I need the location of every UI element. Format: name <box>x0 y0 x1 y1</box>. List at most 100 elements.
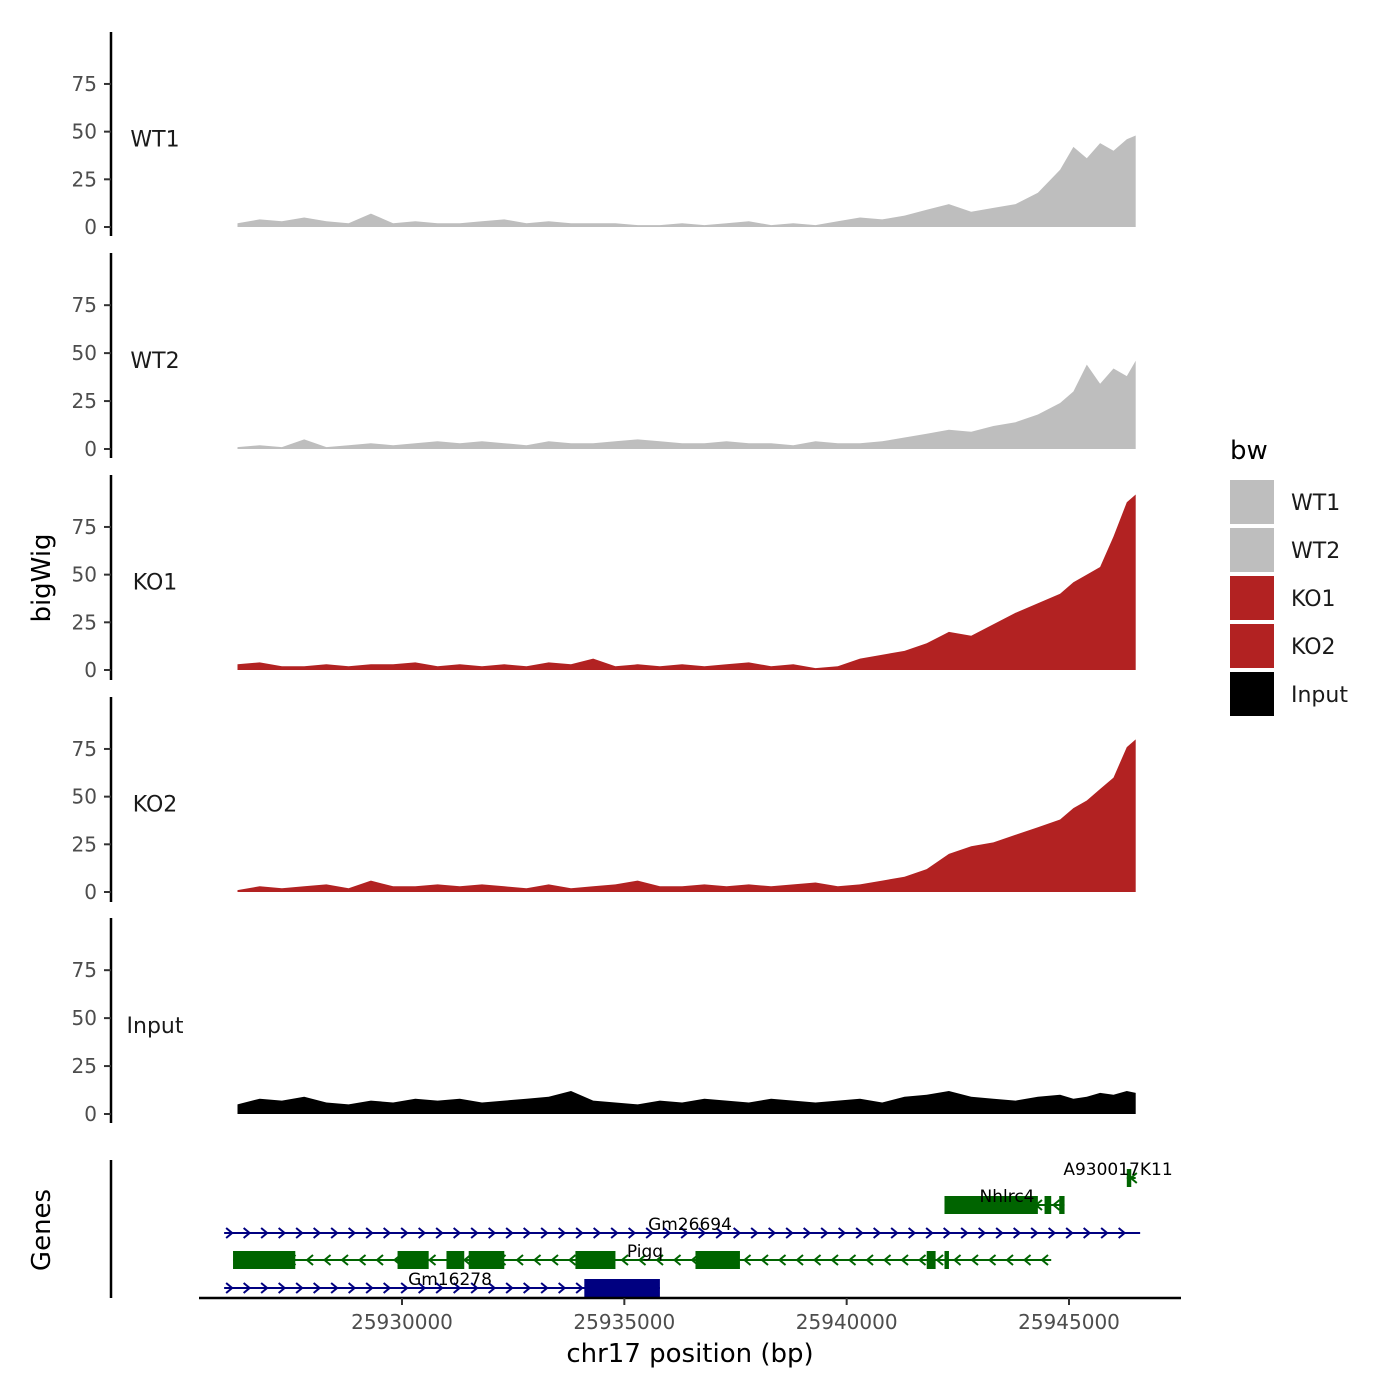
track-panel-input: 0 25 50 75 Input <box>72 918 1136 1126</box>
strand-chevron <box>785 1227 794 1239</box>
strand-chevron <box>225 1282 234 1294</box>
y-tick-label: 50 <box>72 563 97 587</box>
strand-chevron <box>505 1227 514 1239</box>
strand-chevron <box>1082 1227 1092 1239</box>
strand-chevron <box>820 1227 829 1239</box>
track-label: KO2 <box>133 793 178 818</box>
strand-chevron <box>1012 1227 1022 1239</box>
strand-chevron <box>865 1254 874 1266</box>
strand-chevron <box>575 1282 584 1294</box>
gene-nhlrc4: Nhlrc4 <box>944 1187 1065 1214</box>
strand-chevron <box>575 1227 584 1239</box>
strand-chevron <box>522 1282 532 1294</box>
track-label: WT1 <box>130 128 179 153</box>
strand-chevron <box>1005 1254 1014 1266</box>
strand-chevron <box>987 1254 997 1266</box>
strand-chevron <box>645 1227 654 1239</box>
strand-chevron <box>260 1282 269 1294</box>
strand-chevron <box>522 1227 532 1239</box>
strand-chevron <box>1100 1227 1109 1239</box>
strand-chevron <box>592 1227 602 1239</box>
strand-chevron <box>427 1254 437 1266</box>
strand-chevron <box>330 1227 339 1239</box>
strand-chevron <box>382 1282 392 1294</box>
strand-chevron <box>312 1282 322 1294</box>
gene-exon <box>695 1251 740 1269</box>
gene-exon <box>926 1251 936 1269</box>
strand-chevron <box>375 1254 384 1266</box>
strand-chevron <box>1117 1227 1127 1239</box>
y-axis-title: bigWig <box>27 533 57 622</box>
strand-chevron <box>697 1227 707 1239</box>
strand-chevron <box>295 1227 304 1239</box>
strand-chevron <box>777 1254 787 1266</box>
gene-label: Gm16278 <box>408 1270 492 1290</box>
strand-chevron <box>347 1227 357 1239</box>
series-area-ko2 <box>237 739 1136 892</box>
gene-gm16278: Gm16278 <box>224 1270 660 1297</box>
track-panel-wt1: 0 25 50 75 WT1 <box>72 32 1136 239</box>
strand-chevron <box>620 1254 629 1266</box>
legend-label-wt1: WT1 <box>1291 491 1340 516</box>
track-label: KO1 <box>133 571 178 596</box>
y-tick-label: 25 <box>72 832 97 856</box>
strand-chevron <box>925 1227 934 1239</box>
strand-chevron <box>890 1227 899 1239</box>
tracks-group: 0 25 50 75 WT1 0 25 50 75 WT2 0 25 50 75 KO1 0 25 50 75 KO2… <box>72 32 1136 1126</box>
strand-chevron <box>812 1254 822 1266</box>
strand-chevron <box>515 1254 524 1266</box>
strand-chevron <box>365 1282 374 1294</box>
strand-chevron <box>830 1254 839 1266</box>
strand-chevron <box>417 1227 427 1239</box>
y-tick-label: 50 <box>72 1006 97 1030</box>
gene-exon <box>584 1279 660 1297</box>
strand-chevron <box>487 1282 497 1294</box>
gene-exon <box>1044 1196 1052 1214</box>
strand-chevron <box>977 1227 987 1239</box>
legend-swatch-wt1 <box>1230 480 1274 524</box>
gene-exon <box>1059 1196 1065 1214</box>
gene-exon <box>944 1251 949 1269</box>
strand-chevron <box>557 1282 567 1294</box>
y-tick-label: 25 <box>72 167 97 191</box>
strand-chevron <box>400 1227 409 1239</box>
strand-chevron <box>435 1282 444 1294</box>
strand-chevron <box>1047 1227 1057 1239</box>
gene-label: Nhlrc4 <box>980 1187 1035 1207</box>
strand-chevron <box>365 1227 374 1239</box>
strand-chevron <box>330 1282 339 1294</box>
strand-chevron <box>505 1282 514 1294</box>
strand-chevron <box>750 1227 759 1239</box>
strand-chevron <box>655 1254 664 1266</box>
y-tick-label: 50 <box>72 341 97 365</box>
strand-chevron <box>347 1282 357 1294</box>
strand-chevron <box>970 1254 979 1266</box>
strand-chevron <box>1065 1227 1074 1239</box>
y-tick-label: 0 <box>84 1102 97 1126</box>
strand-chevron <box>435 1227 444 1239</box>
legend-title: bw <box>1230 436 1268 466</box>
strand-chevron <box>907 1227 917 1239</box>
x-axis: 25930000 25935000 25940000 25945000 <box>199 1296 1181 1334</box>
strand-chevron <box>637 1254 647 1266</box>
gene-label: Gm26694 <box>648 1215 732 1235</box>
strand-chevron <box>847 1254 857 1266</box>
strand-chevron <box>732 1227 742 1239</box>
legend-label-input: Input <box>1291 683 1348 708</box>
strand-chevron <box>802 1227 812 1239</box>
strand-chevron <box>532 1254 542 1266</box>
strand-chevron <box>567 1254 577 1266</box>
track-label: WT2 <box>130 349 179 374</box>
strand-chevron <box>277 1282 287 1294</box>
y-tick-label: 50 <box>72 785 97 809</box>
x-tick-label: 25945000 <box>1018 1310 1120 1334</box>
genes-axis-title: Genes <box>27 1189 57 1271</box>
legend-label-ko2: KO2 <box>1291 635 1336 660</box>
strand-chevron <box>742 1254 752 1266</box>
strand-chevron <box>295 1282 304 1294</box>
strand-chevron <box>960 1227 969 1239</box>
strand-chevron <box>917 1254 927 1266</box>
strand-chevron <box>540 1227 549 1239</box>
strand-chevron <box>417 1282 427 1294</box>
